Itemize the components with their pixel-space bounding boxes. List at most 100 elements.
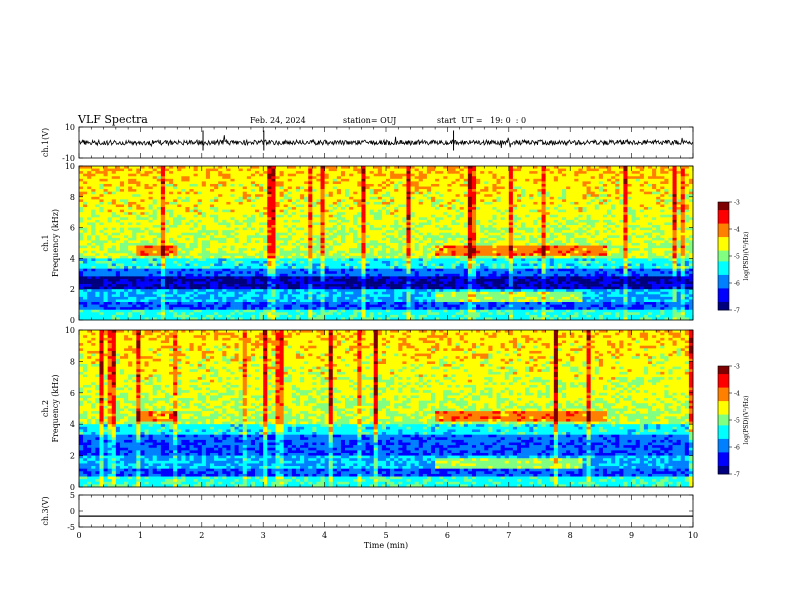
spectrogram-cell <box>316 209 321 213</box>
spectrogram-cell <box>209 194 215 198</box>
spectrogram-cell <box>332 194 338 198</box>
spectrogram-cell <box>586 232 591 236</box>
spectrogram-cell <box>557 227 563 231</box>
spectrogram-cell <box>414 168 420 172</box>
spectrogram-cell <box>431 232 436 236</box>
spectrogram-cell <box>582 214 587 218</box>
spectrogram-cell <box>91 243 96 246</box>
spectrogram-cell <box>164 222 170 226</box>
spectrogram-cell <box>345 196 350 200</box>
spectrogram-cell <box>381 166 387 169</box>
spectrogram-cell <box>136 217 141 221</box>
spectrogram-cell <box>332 212 338 216</box>
spectrogram-cell <box>390 191 395 195</box>
spectrogram-cell <box>107 222 113 226</box>
spectrogram-cell <box>132 191 137 195</box>
spectrogram-cell <box>255 245 260 249</box>
spectrogram-cell <box>304 173 309 177</box>
spectrogram-cell <box>169 232 174 236</box>
spectrogram-cell <box>300 232 305 236</box>
spectrogram-cell <box>521 209 526 213</box>
spectrogram-cell <box>238 212 244 216</box>
spectrogram-cell <box>185 196 190 200</box>
spectrogram-cell <box>566 214 571 218</box>
spectrogram-cell <box>255 243 260 246</box>
spectrogram-cell <box>660 225 665 228</box>
spectrogram-cell <box>259 173 264 177</box>
spectrogram-cell <box>349 196 354 200</box>
spectrogram-cell <box>516 196 522 200</box>
spectrogram-cell <box>431 235 436 239</box>
spectrogram-cell <box>79 235 84 239</box>
spectrogram-cell <box>259 166 264 169</box>
spectrogram-cell <box>590 225 596 228</box>
spectrogram-cell <box>238 207 244 210</box>
spectrogram-cell <box>177 222 182 226</box>
spectrogram-cell <box>431 204 436 208</box>
spectrogram-cell <box>95 194 100 198</box>
spectrogram-cell <box>181 232 186 236</box>
spectrogram-cell <box>557 207 563 210</box>
spectrogram-cell <box>193 219 198 223</box>
spectrogram-cell <box>287 245 293 249</box>
spectrogram-cell <box>345 217 350 221</box>
spectrogram-cell <box>455 243 460 246</box>
spectrogram-cell <box>308 178 313 182</box>
spectrogram-cell <box>156 227 162 231</box>
spectrogram-cell <box>574 227 579 231</box>
spectrogram-cell <box>455 222 460 226</box>
spectrogram-cell <box>410 181 415 185</box>
spectrogram-cell <box>431 219 436 223</box>
spectrogram-cell <box>553 222 559 226</box>
spectrogram-cell <box>283 176 289 180</box>
spectrogram-cell <box>177 232 182 236</box>
spectrogram-cell <box>259 189 264 192</box>
spectrogram-cell <box>332 173 338 177</box>
spectrogram-cell <box>238 230 244 234</box>
spectrogram-cell <box>422 171 428 174</box>
spectrogram-cell <box>349 181 354 185</box>
spectrogram-cell <box>148 235 153 239</box>
spectrogram-cell <box>615 209 620 213</box>
spectrogram-cell <box>504 181 510 185</box>
spectrogram-cell <box>140 173 145 177</box>
spectrogram-cell <box>201 189 207 192</box>
spectrogram-cell <box>361 237 366 241</box>
spectrogram-cell <box>177 219 182 223</box>
spectrogram-cell <box>148 207 153 210</box>
spectrogram-cell <box>308 209 313 213</box>
spectrogram-cell <box>250 173 256 177</box>
spectrogram-cell <box>386 183 391 187</box>
spectrogram-cell <box>631 194 636 198</box>
spectrogram-cell <box>463 183 469 187</box>
spectrogram-cell <box>660 212 665 216</box>
spectrogram-cell <box>259 212 264 216</box>
spectrogram-cell <box>627 219 632 223</box>
spectrogram-cell <box>295 204 301 208</box>
spectrogram-cell <box>255 240 260 244</box>
spectrogram-cell <box>140 199 145 203</box>
spectrogram-cell <box>521 166 526 169</box>
spectrogram-cell <box>312 171 317 174</box>
spectrogram-cell <box>300 214 305 218</box>
spectrogram-cell <box>672 201 677 205</box>
spectrogram-cell <box>246 237 252 241</box>
spectrogram-cell <box>140 212 145 216</box>
spectrogram-cell <box>345 237 350 241</box>
spectrogram-cell <box>234 219 239 223</box>
spectrogram-cell <box>521 176 526 180</box>
spectrogram-cell <box>402 199 407 203</box>
spectrogram-cell <box>377 209 383 213</box>
spectrogram-cell <box>197 240 203 244</box>
spectrogram-cell <box>549 183 555 187</box>
spectrogram-cell <box>271 173 276 177</box>
spectrogram-cell <box>594 186 600 190</box>
spectrogram-cell <box>676 243 682 246</box>
spectrogram-cell <box>361 235 366 239</box>
spectrogram-cell <box>107 199 113 203</box>
spectrogram-cell <box>357 237 362 241</box>
spectrogram-cell <box>95 217 100 221</box>
spectrogram-cell <box>631 173 636 177</box>
spectrogram-cell <box>545 227 551 231</box>
spectrogram-cell <box>218 201 223 205</box>
